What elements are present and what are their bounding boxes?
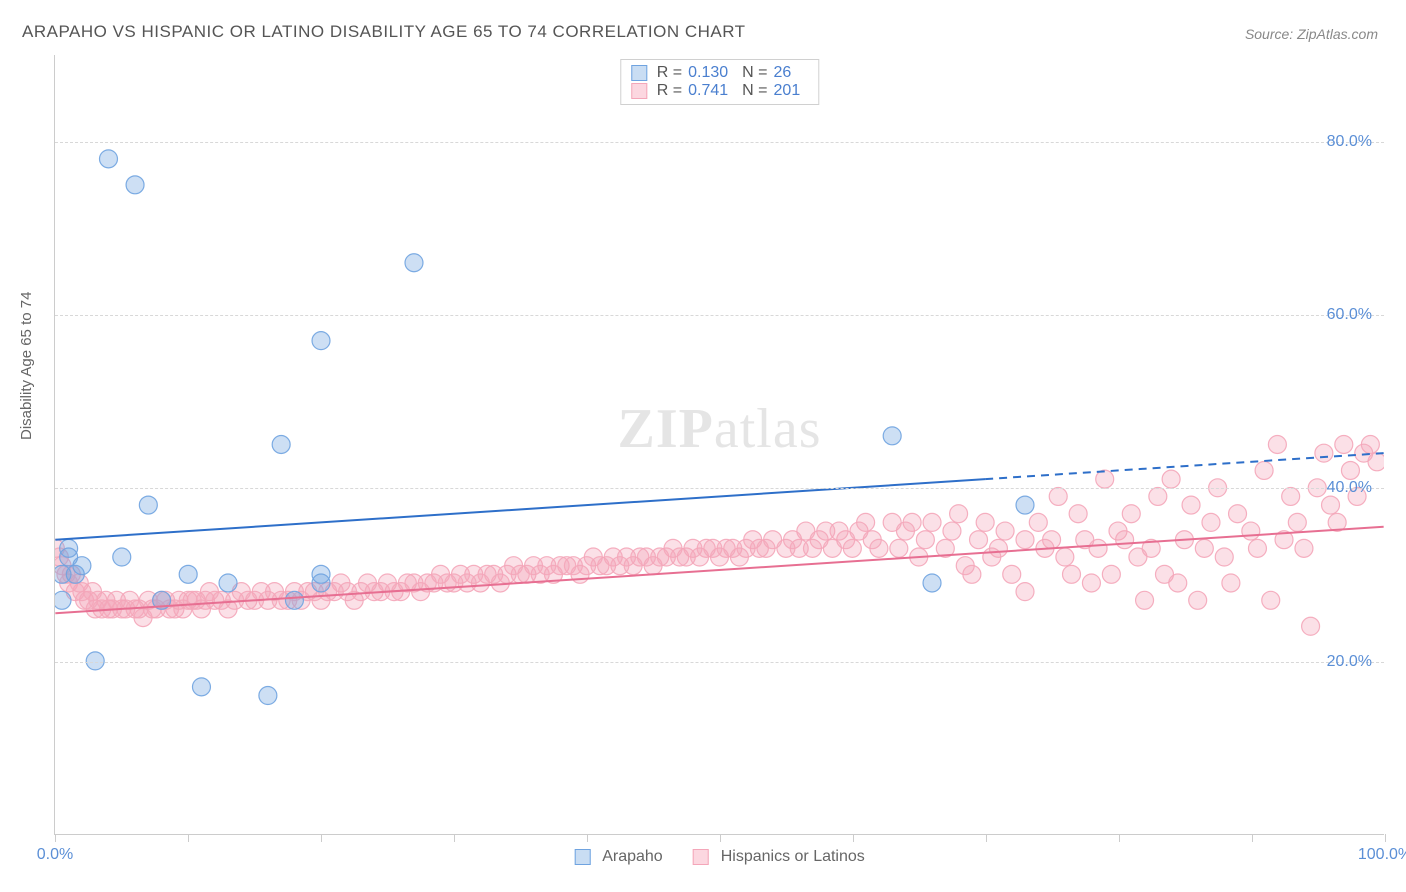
x-tick-label: 100.0% xyxy=(1358,846,1406,864)
swatch-hispanic xyxy=(631,83,647,99)
plot-area: ZIPatlas R = 0.130 N = 26 R = 0.741 N = … xyxy=(54,55,1384,835)
stats-row-hispanic: R = 0.741 N = 201 xyxy=(631,82,808,100)
chart-title: ARAPAHO VS HISPANIC OR LATINO DISABILITY… xyxy=(22,22,746,42)
y-axis-label: Disability Age 65 to 74 xyxy=(18,292,35,440)
stats-row-arapaho: R = 0.130 N = 26 xyxy=(631,64,808,82)
legend-swatch-hispanic xyxy=(693,849,709,865)
x-tick-label: 0.0% xyxy=(37,846,73,864)
y-tick-label: 40.0% xyxy=(1327,479,1372,497)
y-tick-label: 80.0% xyxy=(1327,133,1372,151)
legend-item-hispanic: Hispanics or Latinos xyxy=(693,848,865,866)
y-tick-label: 20.0% xyxy=(1327,653,1372,671)
y-tick-label: 60.0% xyxy=(1327,306,1372,324)
legend-item-arapaho: Arapaho xyxy=(574,848,663,866)
source-label: Source: ZipAtlas.com xyxy=(1245,26,1378,42)
watermark: ZIPatlas xyxy=(618,397,822,461)
stats-legend-box: R = 0.130 N = 26 R = 0.741 N = 201 xyxy=(620,59,819,105)
scatter-svg xyxy=(55,55,1384,834)
legend-swatch-arapaho xyxy=(574,849,590,865)
swatch-arapaho xyxy=(631,65,647,81)
bottom-legend: Arapaho Hispanics or Latinos xyxy=(574,848,865,866)
